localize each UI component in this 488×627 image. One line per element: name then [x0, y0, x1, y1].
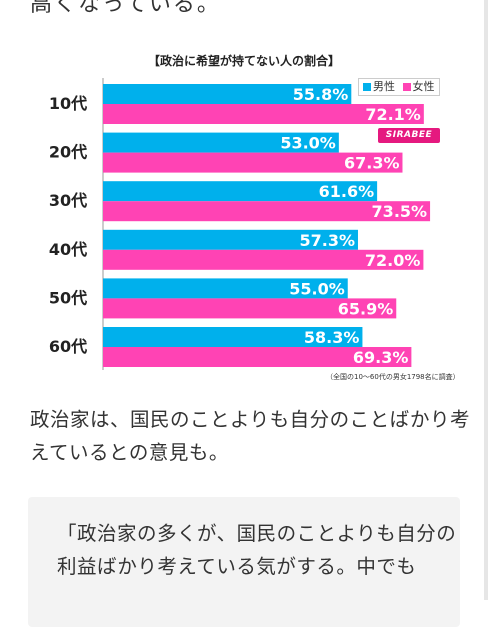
bar-female — [103, 347, 412, 367]
sirabee-logo: SIRABEE — [378, 128, 440, 143]
legend-label-female: 女性 — [412, 80, 435, 93]
category-label: 60代 — [49, 337, 87, 356]
data-label-male: 55.8% — [293, 85, 349, 104]
category-label: 30代 — [49, 191, 87, 210]
bar-female — [103, 298, 397, 319]
data-label-male: 57.3% — [299, 231, 355, 250]
bar-male — [103, 327, 363, 347]
bar-chart: 10代 55.8% 72.1% 20代 53.0% 67.3% 30代 61.6%73.5% 4… — [49, 78, 431, 370]
bar-male — [103, 84, 352, 104]
article-top-partial-text: 高くなっている。 — [30, 0, 221, 17]
data-label-female: 65.9% — [338, 299, 394, 318]
bar-male — [103, 132, 339, 153]
category-label: 40代 — [49, 240, 87, 259]
category-label: 10代 — [49, 94, 87, 113]
bar-female — [103, 104, 424, 124]
chart-legend: 男性 女性 — [358, 78, 440, 96]
scrollbar-track[interactable] — [484, 0, 488, 600]
data-label-female: 72.0% — [365, 251, 421, 270]
bar-male — [103, 278, 348, 299]
bar-female — [103, 249, 424, 270]
legend-swatch-male — [363, 83, 371, 91]
article-paragraph: 政治家は、国民のことよりも自分のことばかり考えているとの意見も。 — [30, 408, 471, 464]
data-label-female: 73.5% — [372, 202, 428, 221]
category-label: 20代 — [49, 143, 87, 162]
chart-title: 【政治に希望が持てない人の割合】 — [147, 54, 340, 68]
legend-label-male: 男性 — [373, 80, 395, 93]
data-label-male: 53.0% — [280, 134, 336, 153]
chart-footnote: （全国の10～60代の男女1798名に調査） — [326, 373, 460, 381]
data-label-male: 61.6% — [319, 182, 375, 201]
data-label-female: 69.3% — [353, 348, 409, 367]
data-label-male: 55.0% — [289, 279, 345, 298]
bar-female — [103, 152, 403, 173]
bar-male — [103, 229, 358, 250]
bar-male — [103, 181, 378, 202]
legend-swatch-female — [402, 83, 411, 91]
data-label-female: 72.1% — [365, 105, 421, 124]
bar-female — [103, 201, 431, 222]
quote-box: 「政治家の多くが、国民のことよりも自分の利益ばかり考えている気がする。中でも — [28, 497, 460, 627]
quote-text: 「政治家の多くが、国民のことよりも自分の利益ばかり考えている気がする。中でも — [57, 522, 457, 578]
data-label-male: 58.3% — [304, 328, 360, 347]
data-label-female: 67.3% — [344, 154, 400, 173]
category-label: 50代 — [49, 288, 87, 307]
